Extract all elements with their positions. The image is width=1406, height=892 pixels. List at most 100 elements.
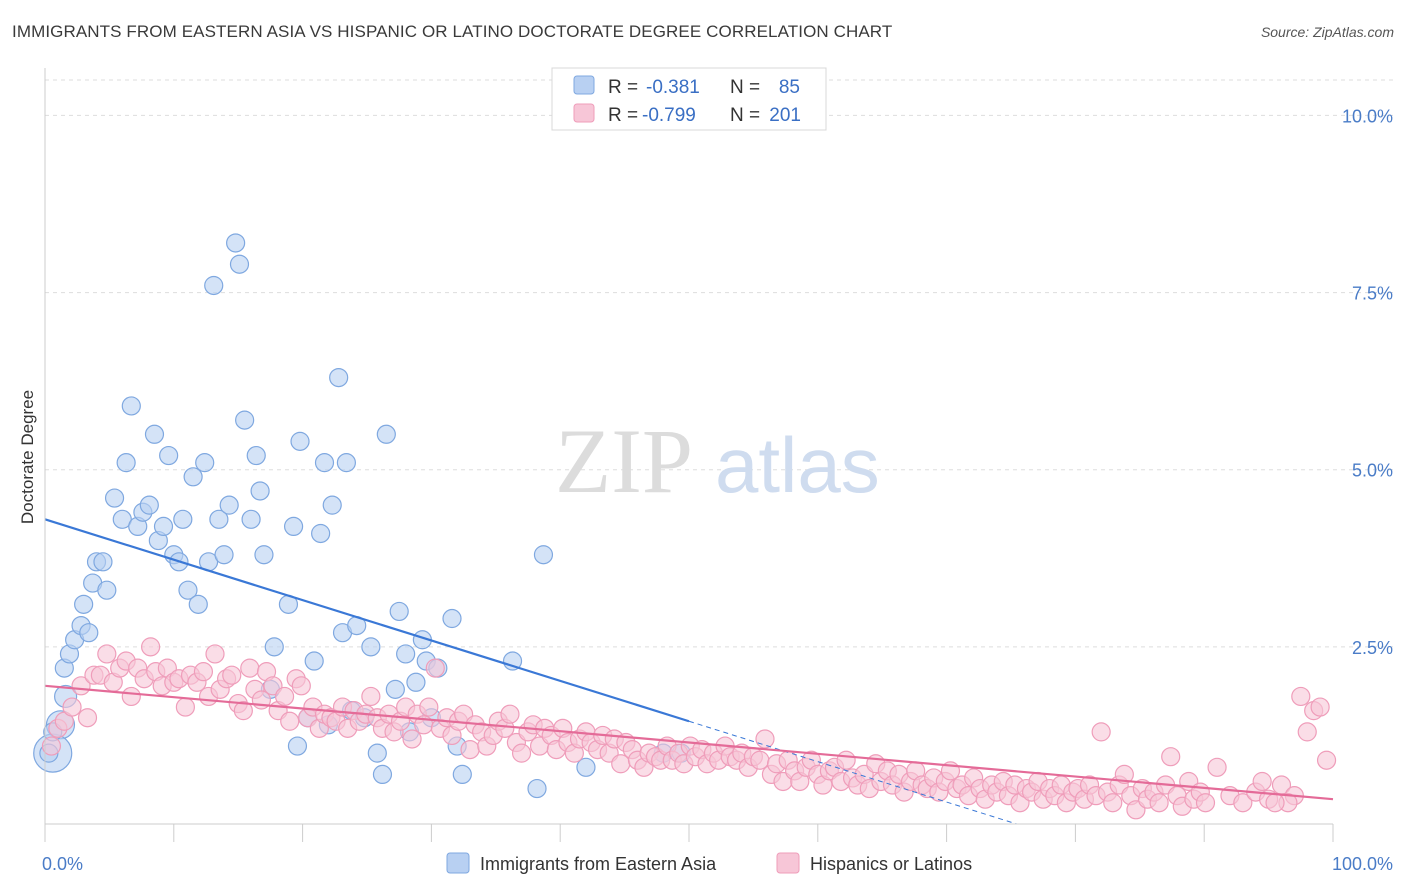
source-label: Source: ZipAtlas.com xyxy=(1260,24,1394,40)
legend-n-label-2: N = xyxy=(730,105,760,126)
point-eastern-asia xyxy=(121,396,141,416)
point-eastern-asia xyxy=(304,651,324,671)
point-hispanics xyxy=(500,704,520,724)
x-tick-label-min: 0.0% xyxy=(42,854,83,874)
point-eastern-asia xyxy=(361,637,381,657)
point-hispanics xyxy=(193,662,214,682)
point-hispanics xyxy=(511,743,532,763)
point-hispanics xyxy=(1195,793,1216,813)
point-hispanics xyxy=(1103,793,1123,813)
trend-line-eastern-asia xyxy=(44,518,690,723)
point-eastern-asia xyxy=(139,495,159,515)
point-eastern-asia xyxy=(322,495,342,515)
y-axis-label: Doctorate Degree xyxy=(18,390,37,524)
point-eastern-asia xyxy=(93,552,113,572)
point-hispanics xyxy=(205,644,225,664)
watermark-zip: ZIP xyxy=(555,410,693,512)
point-eastern-asia xyxy=(329,368,349,388)
bottom-legend-label-hispanics: Hispanics or Latinos xyxy=(810,854,972,874)
point-eastern-asia xyxy=(336,453,356,473)
point-eastern-asia xyxy=(527,778,547,799)
point-hispanics xyxy=(1091,722,1111,742)
point-eastern-asia xyxy=(188,594,208,614)
point-eastern-asia xyxy=(209,509,229,529)
point-eastern-asia xyxy=(219,495,239,515)
point-eastern-asia xyxy=(204,275,224,296)
point-hispanics xyxy=(460,739,480,760)
legend-n-value-2: 201 xyxy=(769,105,801,126)
point-hispanics xyxy=(755,729,775,749)
point-hispanics xyxy=(1316,750,1337,770)
point-hispanics xyxy=(1149,793,1169,813)
bottom-legend-swatch-eastern-asia xyxy=(446,852,470,874)
point-eastern-asia xyxy=(283,516,304,537)
point-eastern-asia xyxy=(159,445,179,466)
point-hispanics xyxy=(1297,722,1317,742)
point-hispanics xyxy=(41,736,62,756)
legend-n-label-1: N = xyxy=(730,77,760,98)
x-tick-label-max: 100.0% xyxy=(1332,854,1393,874)
trend-line-hispanics xyxy=(44,684,1334,801)
point-eastern-asia xyxy=(576,757,596,777)
point-eastern-asia xyxy=(226,233,246,253)
point-hispanics xyxy=(1207,757,1227,777)
watermark-atlas: atlas xyxy=(715,421,880,509)
bottom-legend: Immigrants from Eastern Asia Hispanics o… xyxy=(446,852,972,874)
legend-r-label-1: R = xyxy=(608,77,638,98)
legend-r-label-2: R = xyxy=(608,105,638,126)
legend-r-value-2: -0.799 xyxy=(642,105,696,126)
point-eastern-asia xyxy=(389,601,409,622)
legend-swatch-hispanics xyxy=(573,103,595,123)
point-eastern-asia xyxy=(116,453,136,473)
point-hispanics xyxy=(240,658,260,678)
legend-n-value-1: 85 xyxy=(779,77,800,98)
axes: 2.5% 5.0% 7.5% 10.0% 0.0% 100.0% xyxy=(42,68,1393,874)
point-eastern-asia xyxy=(367,743,387,763)
point-eastern-asia xyxy=(372,764,393,785)
legend-r-value-1: -0.381 xyxy=(646,77,700,98)
trend-lines xyxy=(44,518,1334,825)
point-hispanics xyxy=(1161,747,1181,767)
point-hispanics xyxy=(836,750,856,770)
point-hispanics xyxy=(1265,793,1285,813)
point-eastern-asia xyxy=(385,679,405,699)
point-eastern-asia xyxy=(178,580,198,600)
point-eastern-asia xyxy=(229,254,250,274)
point-eastern-asia xyxy=(241,509,261,529)
trend-line-eastern-asia-extension xyxy=(688,720,1017,825)
point-eastern-asia xyxy=(144,424,165,444)
point-eastern-asia xyxy=(97,580,117,600)
point-hispanics xyxy=(233,701,253,721)
point-eastern-asia xyxy=(235,410,255,430)
y-tick-label: 2.5% xyxy=(1352,638,1393,658)
point-eastern-asia xyxy=(74,594,94,614)
y-tick-label: 10.0% xyxy=(1342,106,1393,126)
point-eastern-asia xyxy=(153,516,174,537)
point-hispanics xyxy=(62,697,82,717)
point-eastern-asia xyxy=(311,523,331,544)
point-eastern-asia xyxy=(290,431,310,451)
point-eastern-asia xyxy=(195,453,215,473)
point-eastern-asia xyxy=(396,644,416,664)
point-hispanics xyxy=(1252,771,1272,792)
point-hispanics xyxy=(361,686,381,707)
point-hispanics xyxy=(1291,686,1311,707)
bottom-legend-swatch-hispanics xyxy=(776,852,800,874)
point-eastern-asia xyxy=(406,672,426,692)
point-eastern-asia xyxy=(287,736,308,756)
grid xyxy=(45,79,1393,648)
point-hispanics xyxy=(141,637,161,657)
point-hispanics xyxy=(121,686,141,707)
point-hispanics xyxy=(280,711,300,731)
point-eastern-asia xyxy=(183,467,203,487)
point-hispanics xyxy=(402,729,422,749)
point-eastern-asia xyxy=(533,545,554,565)
point-hispanics xyxy=(222,665,242,685)
legend-swatch-eastern-asia xyxy=(573,75,595,95)
point-hispanics xyxy=(1114,764,1134,785)
point-hispanics xyxy=(97,644,117,664)
point-eastern-asia xyxy=(264,637,284,657)
point-eastern-asia xyxy=(246,445,266,466)
point-hispanics xyxy=(274,686,295,707)
y-tick-label: 7.5% xyxy=(1352,284,1393,304)
